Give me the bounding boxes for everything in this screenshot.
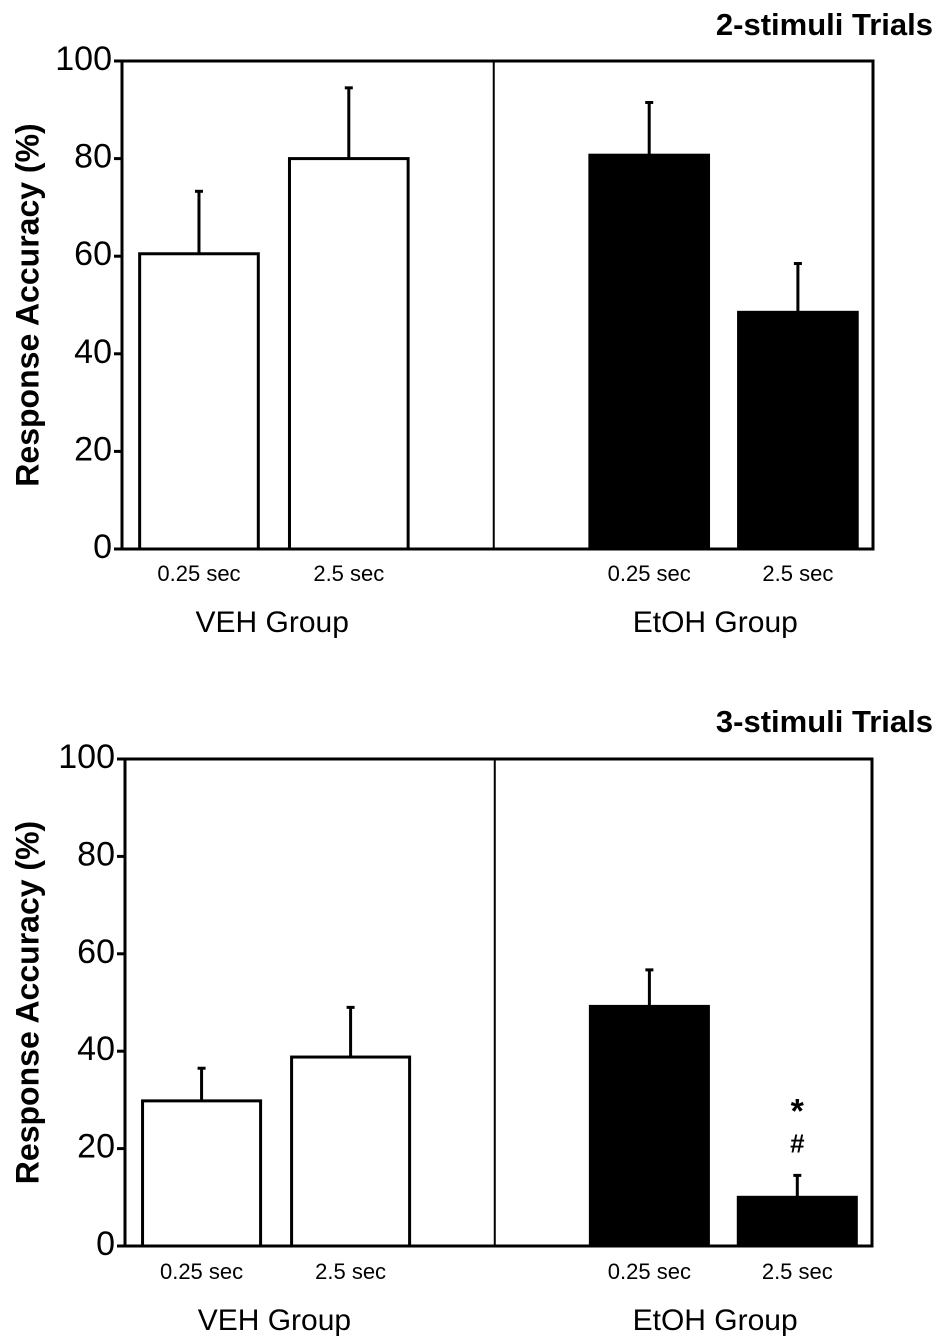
- group-label: EtOH Group: [633, 1304, 798, 1337]
- group-label: VEH Group: [198, 1304, 351, 1337]
- bar: [736, 1195, 858, 1248]
- y-tick-label: 20: [77, 1128, 115, 1166]
- x-tick-label: 2.5 sec: [762, 561, 833, 586]
- plot-frame: [120, 59, 875, 551]
- y-tick-label: 0: [96, 1225, 115, 1263]
- y-tick-label: 20: [74, 430, 112, 468]
- y-tick-label: 0: [93, 528, 112, 566]
- y-tick-label: 100: [55, 40, 112, 78]
- y-tick-label: 60: [77, 933, 115, 971]
- annotation: *: [791, 1092, 805, 1130]
- x-tick-label: 2.5 sec: [315, 1259, 386, 1284]
- x-tick-label: 2.5 sec: [313, 561, 384, 586]
- group-label: VEH Group: [195, 606, 348, 639]
- y-tick-label: 80: [74, 138, 112, 176]
- y-tick-label: 80: [77, 835, 115, 873]
- annotation: #: [790, 1128, 805, 1158]
- y-tick-label: 60: [74, 235, 112, 273]
- chart-title: 3-stimuli Trials: [716, 704, 933, 739]
- x-tick-label: 0.25 sec: [157, 561, 240, 586]
- bar: [588, 1004, 710, 1248]
- x-tick-label: 2.5 sec: [762, 1259, 833, 1284]
- y-axis-label: Response Accuracy (%): [9, 123, 45, 486]
- chart-title: 2-stimuli Trials: [716, 7, 933, 42]
- y-tick-label: 100: [58, 738, 115, 776]
- group-label: EtOH Group: [633, 606, 798, 639]
- bar: [737, 310, 859, 551]
- plot-frame: [123, 757, 874, 1248]
- y-tick-label: 40: [77, 1030, 115, 1068]
- x-tick-label: 0.25 sec: [608, 561, 691, 586]
- y-axis-label: Response Accuracy (%): [9, 821, 45, 1184]
- bar: [290, 1055, 412, 1248]
- bar: [138, 252, 260, 551]
- bar: [141, 1099, 263, 1248]
- bar: [588, 153, 711, 551]
- y-tick-label: 40: [74, 333, 112, 371]
- x-tick-label: 0.25 sec: [608, 1259, 691, 1284]
- x-tick-label: 0.25 sec: [160, 1259, 243, 1284]
- bar: [287, 157, 410, 551]
